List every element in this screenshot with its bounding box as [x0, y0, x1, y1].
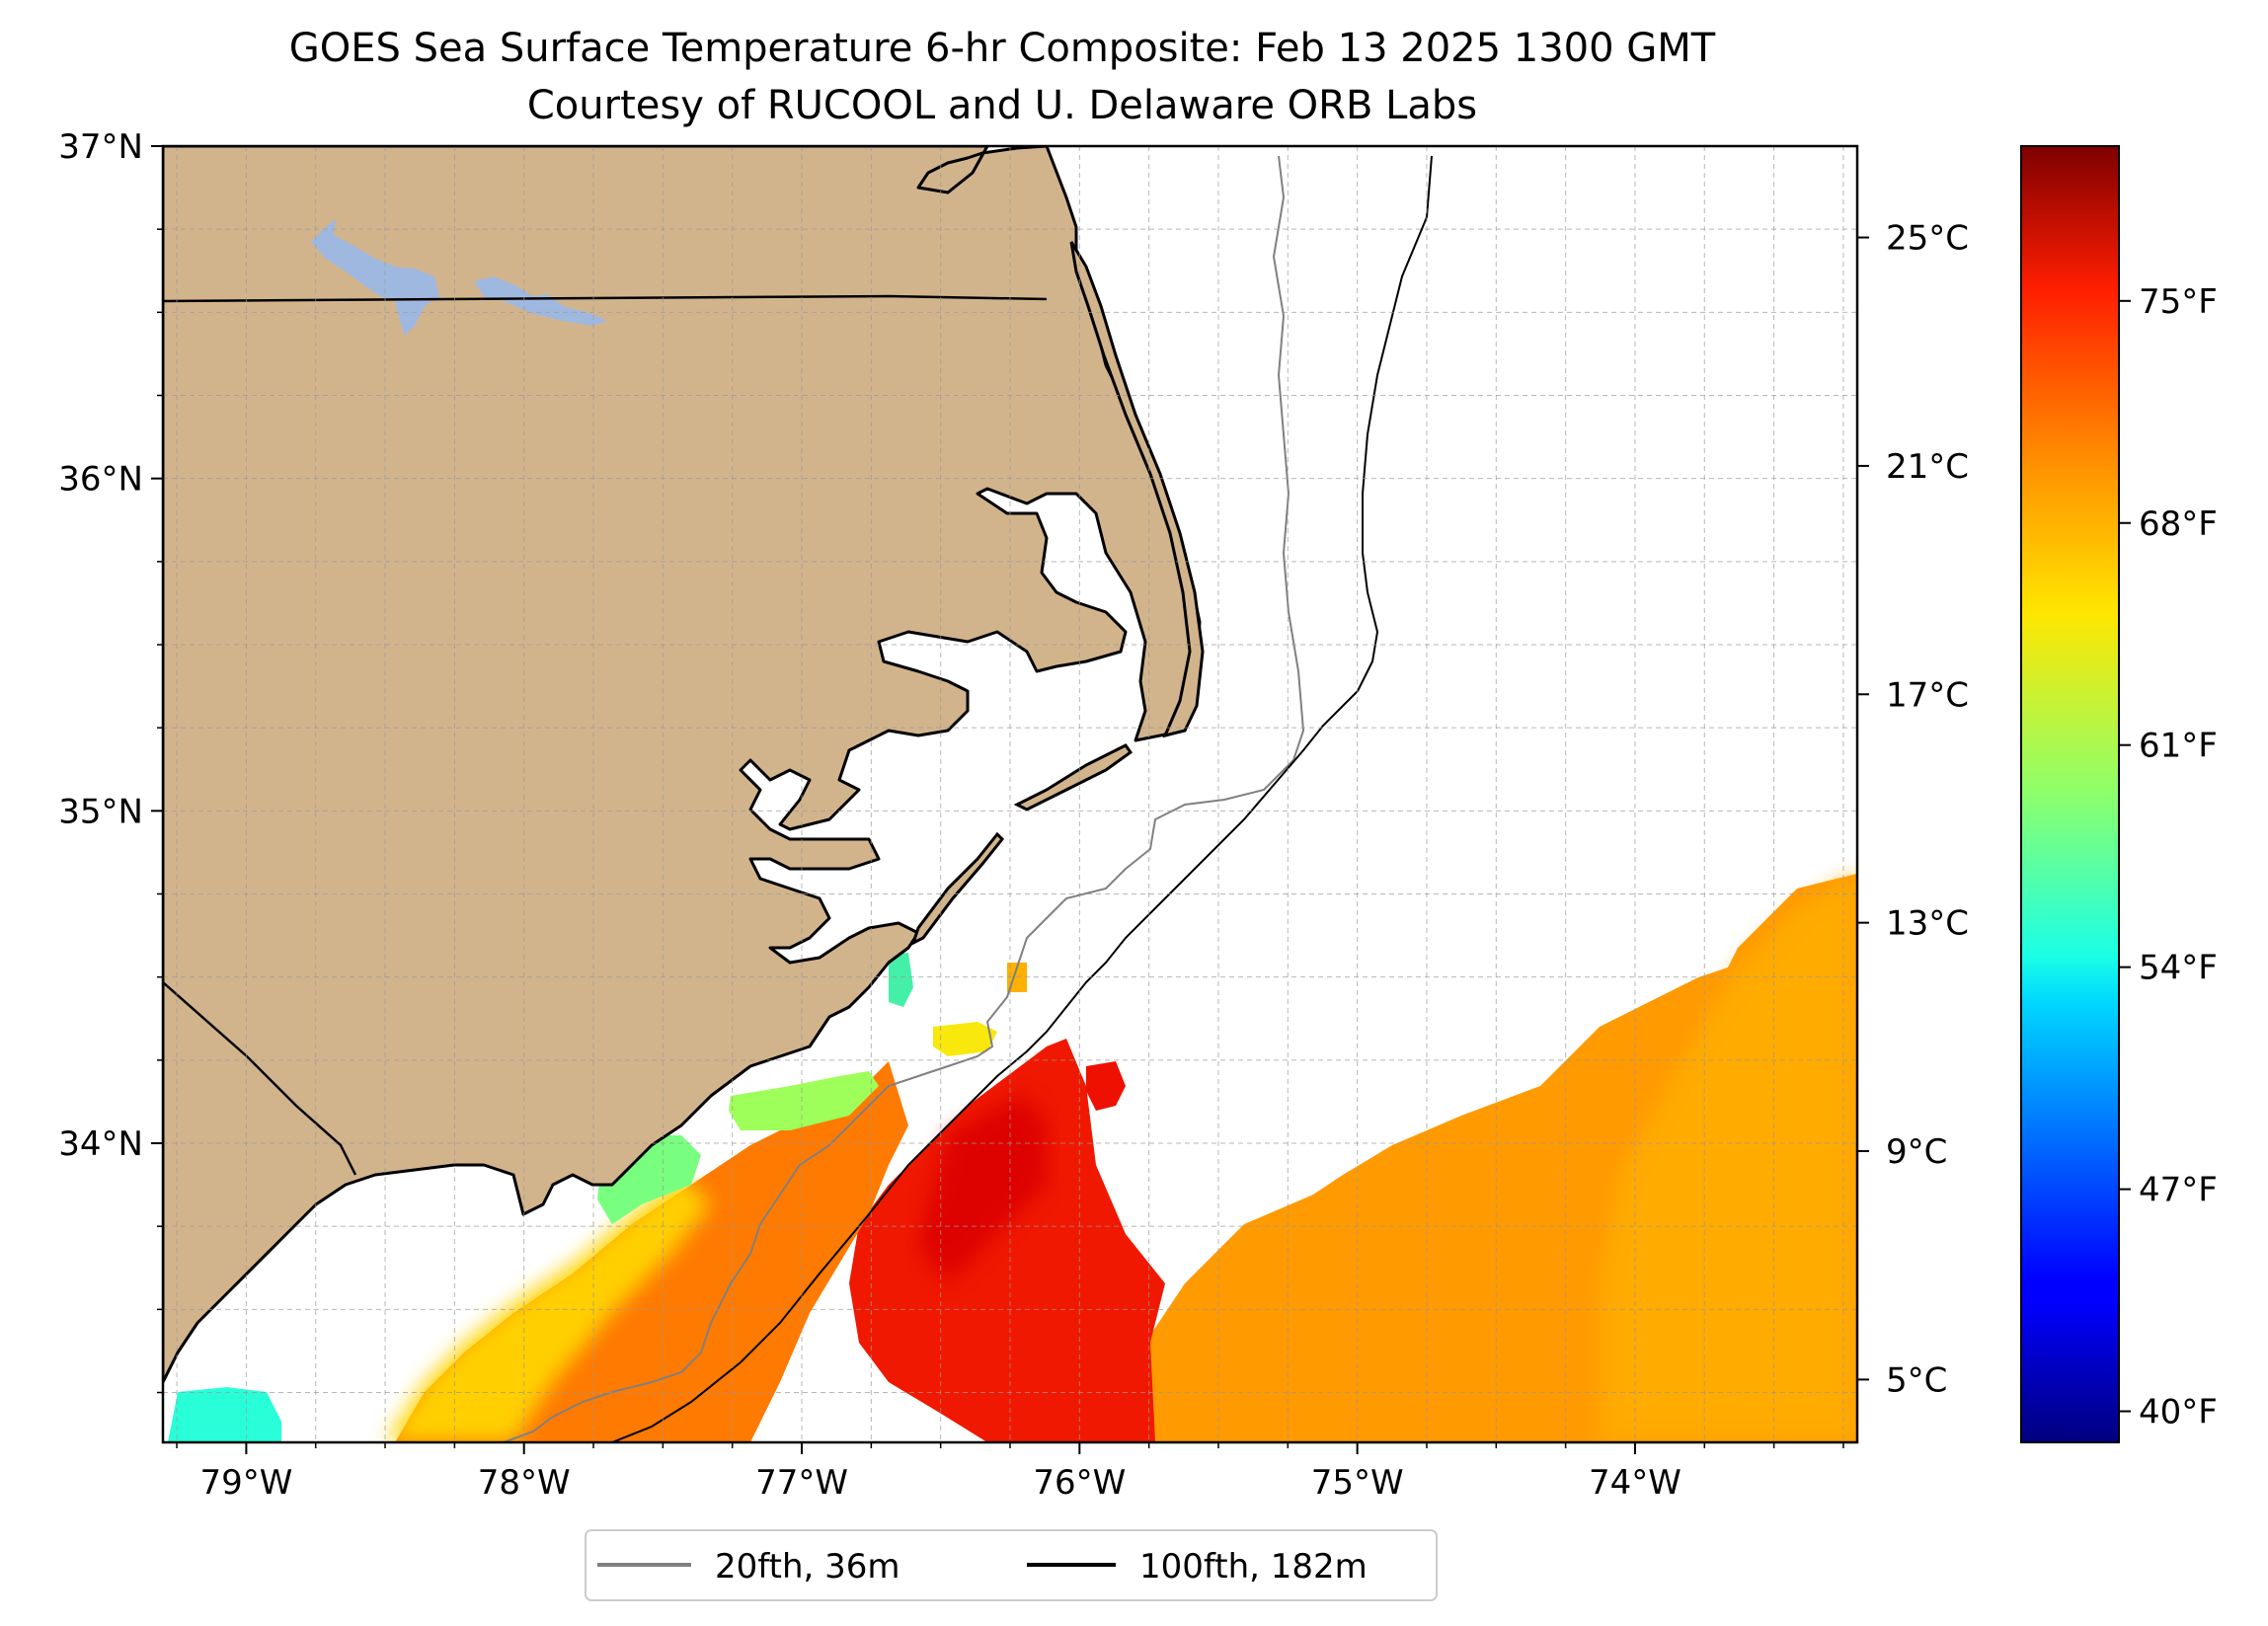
outer-banks: [1069, 241, 1205, 738]
colorbar: 25°C 21°C 17°C 13°C 9°C 5°C 75°F 68°F 61°F 54°F 4…: [1857, 145, 2218, 1443]
lon-tick-label: 75°W: [1311, 1463, 1404, 1503]
map-title: GOES Sea Surface Temperature 6-hr Compos…: [289, 26, 1716, 71]
fahrenheit-tick-label: 47°F: [2139, 1171, 2218, 1210]
nc-sc-border: [163, 981, 357, 1176]
colorbar-celsius-ticks: 25°C 21°C 17°C 13°C 9°C 5°C: [1857, 219, 1969, 1400]
ocracoke-island: [1013, 743, 1134, 812]
celsius-tick-label: 17°C: [1886, 675, 1969, 715]
lon-tick-label: 78°W: [478, 1463, 571, 1503]
lat-tick-label: 37°N: [58, 127, 143, 167]
lat-tick-label: 34°N: [58, 1124, 143, 1164]
celsius-tick-label: 13°C: [1886, 904, 1969, 944]
lake-gaston: [474, 276, 607, 326]
legend-box: [585, 1529, 1438, 1601]
fahrenheit-tick-label: 61°F: [2139, 727, 2218, 766]
lon-tick-label: 77°W: [755, 1463, 848, 1503]
sst-cyan-patch-sw: [168, 1387, 281, 1442]
lat-tick-label: 35°N: [58, 792, 143, 831]
legend-label-20fth: 20fth, 36m: [715, 1547, 900, 1587]
fahrenheit-tick-label: 54°F: [2139, 949, 2218, 988]
lon-tick-label: 76°W: [1033, 1463, 1126, 1503]
sst-green-patch-north: [729, 1071, 879, 1130]
celsius-tick-label: 9°C: [1886, 1132, 1947, 1172]
nc-va-border: [163, 294, 1048, 303]
map-gridlines: [163, 146, 1857, 1442]
colorbar-fahrenheit-ticks: 75°F 68°F 61°F 54°F 47°F 40°F: [2119, 282, 2218, 1432]
latitude-ticks: 34°N 35°N 36°N 37°N: [58, 127, 163, 1394]
legend-label-100fth: 100fth, 182m: [1139, 1547, 1368, 1587]
fahrenheit-tick-label: 68°F: [2139, 504, 2218, 544]
longitude-ticks: 79°W 78°W 77°W 76°W 75°W 74°W: [176, 1442, 1844, 1503]
fahrenheit-tick-label: 75°F: [2139, 282, 2218, 322]
isobath-20fth: [503, 155, 1305, 1442]
sst-red-gulf-stream: [849, 1039, 1165, 1442]
legend: 20fth, 36m 100fth, 182m: [585, 1529, 1438, 1601]
sst-teal-patch: [889, 953, 913, 1007]
colorbar-gradient: [2020, 145, 2120, 1443]
sst-yellow-patch: [933, 1022, 997, 1056]
lon-tick-label: 79°W: [199, 1463, 292, 1503]
sst-amber-field: [1600, 874, 1857, 1442]
lat-tick-label: 36°N: [58, 460, 143, 500]
sst-red-patch-east: [1086, 1061, 1126, 1111]
map-subtitle: Courtesy of RUCOOL and U. Delaware ORB L…: [527, 83, 1477, 128]
sst-red-core: [918, 1096, 1047, 1283]
lon-tick-label: 74°W: [1589, 1463, 1681, 1503]
celsius-tick-label: 5°C: [1886, 1360, 1947, 1400]
celsius-tick-label: 21°C: [1886, 447, 1969, 487]
core-banks: [910, 831, 1005, 946]
celsius-tick-label: 25°C: [1886, 219, 1969, 259]
sst-shelf-yellow: [385, 1175, 711, 1442]
fahrenheit-tick-label: 40°F: [2139, 1393, 2218, 1432]
kerr-lake: [311, 219, 439, 336]
